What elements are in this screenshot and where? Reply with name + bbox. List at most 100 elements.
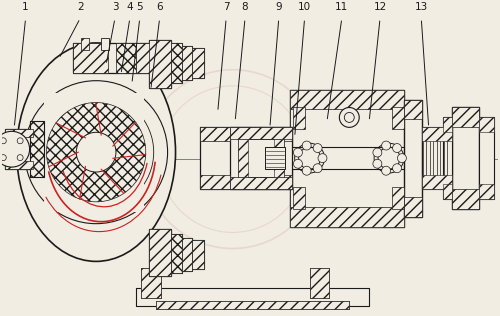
Bar [422, 175, 452, 189]
Bar [200, 127, 230, 141]
Ellipse shape [16, 43, 175, 261]
Bar [262, 127, 292, 141]
Circle shape [313, 143, 322, 153]
Bar [270, 147, 434, 169]
Bar [30, 121, 44, 177]
Circle shape [38, 94, 154, 210]
Circle shape [392, 164, 402, 173]
Bar [404, 100, 422, 119]
Bar [156, 301, 350, 309]
Bar [290, 90, 404, 109]
Bar [442, 118, 452, 199]
Bar [292, 187, 304, 209]
Bar [480, 184, 494, 199]
Circle shape [382, 141, 390, 150]
Circle shape [294, 159, 302, 168]
Circle shape [0, 131, 30, 167]
Text: 12: 12 [374, 2, 386, 12]
Bar [170, 234, 182, 273]
Bar [238, 139, 248, 177]
Bar [310, 268, 330, 298]
Circle shape [24, 81, 168, 224]
Bar [148, 40, 171, 88]
Bar [200, 175, 230, 189]
Text: 8: 8 [242, 2, 248, 12]
Bar [192, 48, 204, 78]
Bar [5, 129, 32, 169]
Bar [136, 288, 369, 306]
Circle shape [17, 138, 23, 144]
Circle shape [344, 112, 354, 122]
Text: 11: 11 [335, 2, 348, 12]
Bar [392, 107, 404, 129]
Bar [262, 175, 292, 189]
Circle shape [46, 102, 146, 202]
Bar [290, 109, 404, 207]
Bar [81, 38, 89, 50]
Bar [230, 127, 292, 189]
Circle shape [382, 166, 390, 175]
Bar [265, 147, 285, 169]
Bar [182, 238, 192, 271]
Bar [392, 187, 404, 209]
Text: 泵  业: 泵 业 [222, 148, 242, 158]
Bar [310, 268, 330, 298]
Text: 4: 4 [126, 2, 133, 12]
Bar [192, 240, 204, 269]
Bar [238, 139, 284, 177]
Bar [442, 118, 452, 132]
Text: 隆  兴: 隆 兴 [222, 134, 242, 144]
Bar [136, 43, 164, 73]
Bar [192, 240, 204, 269]
Bar [81, 38, 89, 50]
Bar [404, 197, 422, 217]
Bar [44, 93, 144, 212]
Circle shape [392, 143, 402, 153]
Bar [5, 129, 32, 137]
Text: 5: 5 [136, 2, 143, 12]
Circle shape [0, 138, 6, 144]
Bar [170, 234, 182, 273]
Circle shape [302, 166, 311, 175]
Bar [230, 177, 292, 189]
Bar [422, 127, 452, 141]
Text: 10: 10 [298, 2, 311, 12]
Circle shape [340, 107, 359, 127]
Bar [101, 38, 109, 50]
Bar [30, 121, 44, 177]
Text: 3: 3 [112, 2, 118, 12]
Bar [452, 107, 479, 209]
Circle shape [0, 155, 6, 161]
Circle shape [373, 159, 382, 168]
Bar [74, 43, 164, 73]
Bar [74, 43, 108, 73]
Circle shape [313, 164, 322, 173]
Circle shape [398, 154, 406, 163]
Bar [148, 40, 171, 88]
Bar [274, 139, 284, 177]
Bar [5, 161, 32, 169]
Bar [182, 238, 192, 271]
Bar [182, 46, 192, 80]
Bar [170, 43, 182, 83]
Bar [230, 127, 292, 139]
Circle shape [76, 132, 116, 172]
Bar [290, 207, 404, 227]
Bar [148, 229, 171, 276]
Bar [156, 301, 350, 309]
Circle shape [302, 141, 311, 150]
Bar [480, 118, 494, 132]
Text: 13: 13 [414, 2, 428, 12]
Text: 2: 2 [77, 2, 84, 12]
Bar [452, 107, 479, 127]
Bar [200, 127, 292, 189]
Bar [141, 268, 161, 298]
Bar [480, 118, 494, 199]
Bar [404, 100, 422, 217]
Bar [148, 229, 171, 276]
Text: 9: 9 [276, 2, 282, 12]
Bar [442, 184, 452, 199]
Bar [170, 43, 182, 83]
Circle shape [318, 154, 327, 163]
Bar [182, 46, 192, 80]
